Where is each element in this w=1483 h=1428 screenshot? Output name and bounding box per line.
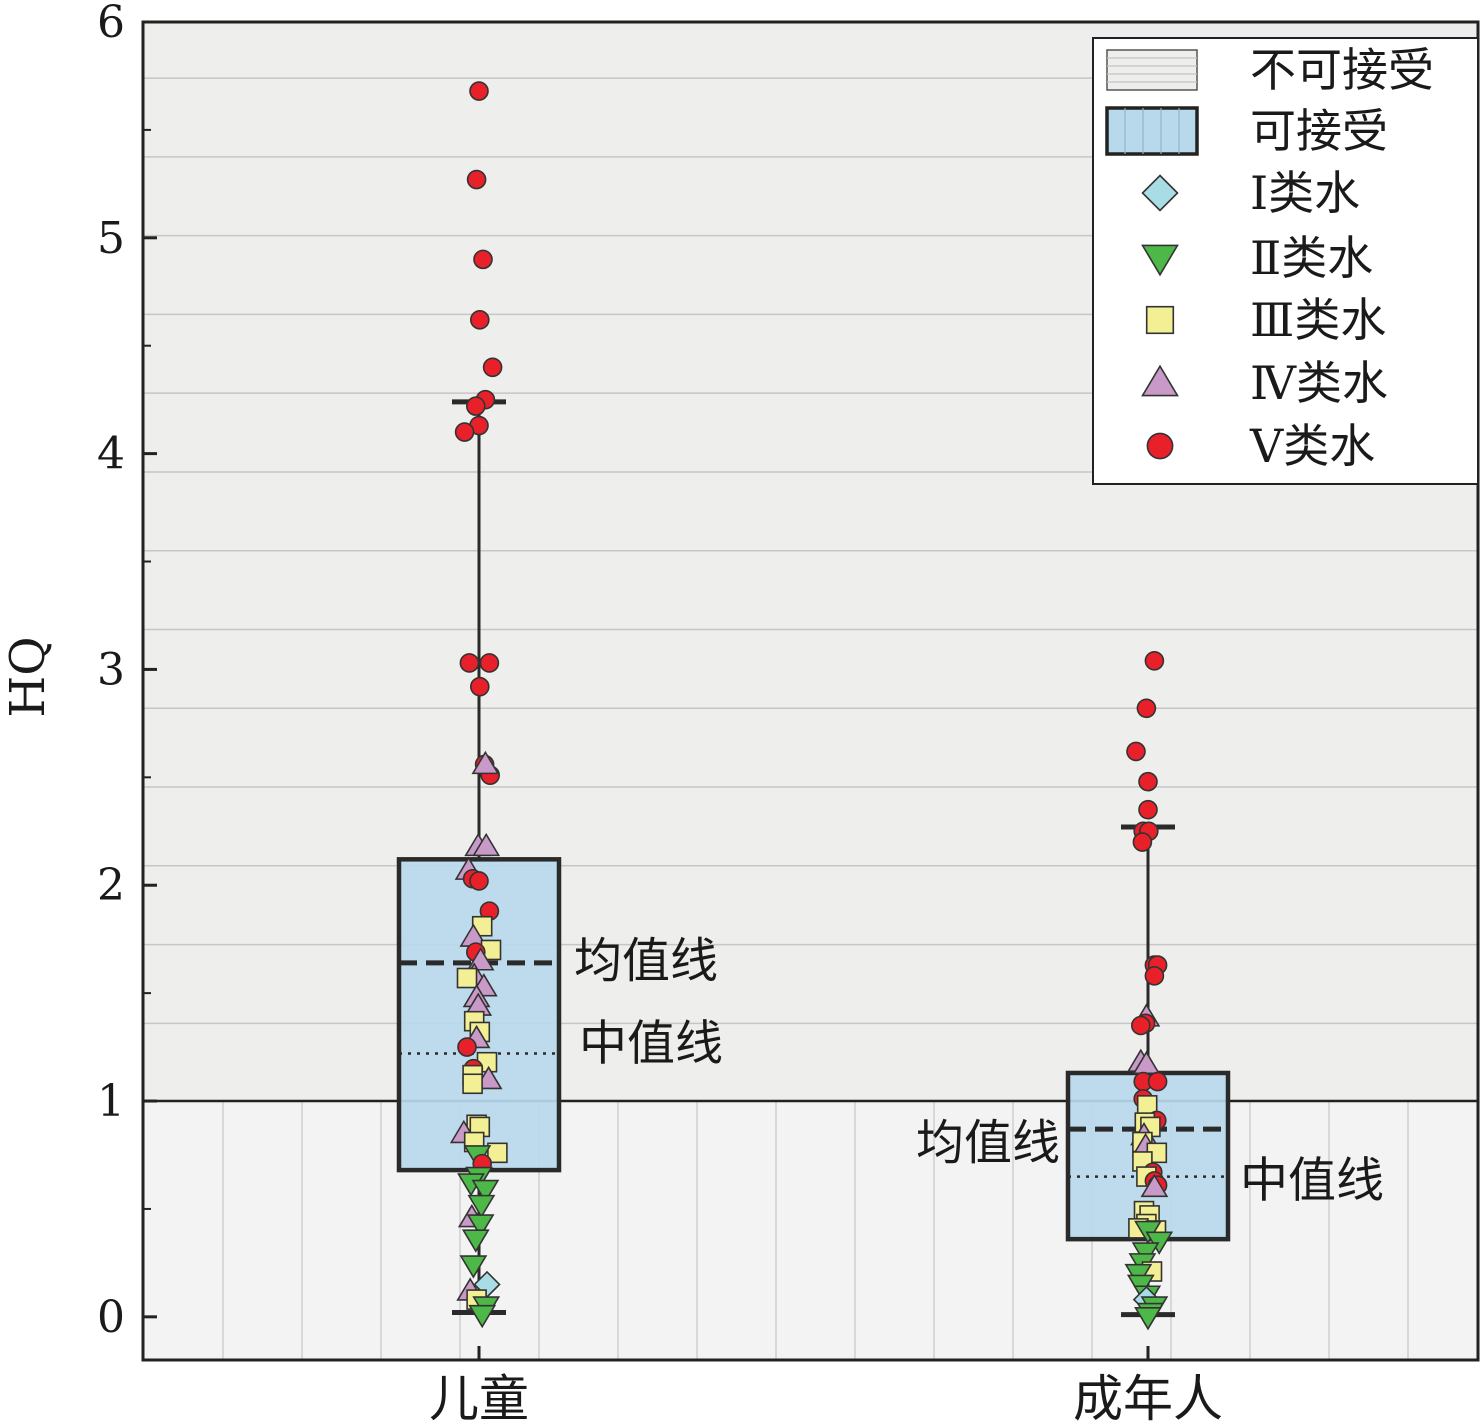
point-class-V [459,653,480,673]
point-class-V [1144,966,1165,986]
point-class-III [487,1142,508,1164]
point-class-III [456,967,478,989]
legend-marker-class-III [1145,305,1175,335]
point-class-V [1126,741,1146,762]
point-class-V [479,653,500,673]
x-tick-label: 儿童 [429,1370,529,1423]
point-class-V [473,249,493,270]
point-class-V [457,1037,477,1057]
point-class-IV [472,832,501,857]
legend-label-class-II: Ⅱ类水 [1250,231,1373,285]
point-class-II [467,1194,496,1219]
legend-marker-class-II [1141,244,1179,277]
acceptable-band [143,1101,1478,1360]
legend-marker-class-IV [1141,364,1179,397]
point-class-III [462,1073,483,1095]
swatch-rect [1105,106,1199,156]
point-class-V [466,169,487,190]
point-class-V [469,81,489,101]
legend-marker-class-V [1146,432,1174,460]
point-class-II [1134,1307,1162,1331]
median-label: 中值线 [579,1016,723,1072]
y-tick-label: 3 [97,644,125,695]
point-class-V [1147,1071,1168,1092]
point-class-V [469,871,489,891]
point-class-IV [471,750,500,775]
point-class-V [469,310,490,330]
y-tick-label: 0 [97,1292,125,1343]
y-tick-label: 2 [97,860,125,911]
y-tick-label: 5 [97,213,125,264]
legend-marker-class-I [1141,174,1179,212]
point-class-V [1136,698,1157,719]
point-class-V [1132,832,1153,852]
point-class-II [459,1255,488,1279]
median-label: 中值线 [1240,1153,1384,1209]
mean-label: 均值线 [916,1115,1060,1171]
point-class-II [468,1304,497,1329]
legend-label-unacceptable: 不可接受 [1250,43,1434,97]
y-tick-label: 1 [97,1076,125,1127]
point-class-V [1144,650,1165,671]
y-tick-label: 4 [97,429,125,480]
mean-label: 均值线 [574,933,718,989]
point-class-V [1138,799,1158,820]
legend-label-class-I: Ⅰ类水 [1250,166,1360,220]
point-class-II [466,1214,495,1238]
y-axis-title: HQ [0,636,56,717]
legend-label-class-III: Ⅲ类水 [1250,293,1386,347]
point-class-V [1138,771,1158,792]
point-class-IV [1140,1173,1169,1198]
point-class-V [469,676,490,697]
legend-label-class-IV: Ⅳ类水 [1250,356,1388,410]
plot-frame [141,20,1480,1362]
swatch-rect [1106,49,1198,91]
legend-label-acceptable: 可接受 [1250,104,1388,158]
point-class-V [482,357,503,378]
data-points [449,81,1174,1331]
point-class-II [461,1229,490,1253]
legend-swatch-unacceptable [1106,49,1198,91]
x-tick-label: 成年人 [1073,1370,1223,1423]
point-class-II [471,1179,500,1204]
point-class-V [465,396,486,416]
point-class-V [454,422,475,442]
legend-label-class-V: Ⅴ类水 [1249,419,1375,473]
y-tick-label: 6 [97,0,125,48]
point-class-V [1131,1015,1151,1036]
legend-swatch-acceptable [1105,106,1199,156]
